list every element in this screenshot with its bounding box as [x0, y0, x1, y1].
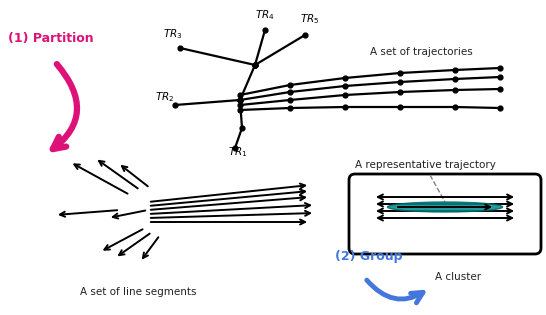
Point — [236, 97, 245, 102]
Text: A set of line segments: A set of line segments — [80, 287, 197, 297]
Point — [496, 74, 505, 79]
Point — [341, 93, 349, 98]
Point — [236, 97, 245, 102]
Point — [341, 76, 349, 81]
Text: A cluster: A cluster — [435, 272, 481, 282]
Point — [396, 89, 405, 94]
Point — [286, 83, 294, 88]
Point — [286, 97, 294, 102]
Point — [286, 106, 294, 111]
FancyArrowPatch shape — [367, 280, 423, 303]
Point — [450, 105, 459, 110]
Point — [450, 77, 459, 82]
Point — [301, 32, 310, 37]
Point — [496, 87, 505, 92]
Point — [236, 97, 245, 102]
Text: $TR_2$: $TR_2$ — [155, 90, 174, 104]
Text: $TR_4$: $TR_4$ — [255, 8, 275, 22]
Text: A set of trajectories: A set of trajectories — [370, 47, 473, 57]
Point — [286, 89, 294, 94]
Point — [236, 97, 245, 102]
Point — [238, 125, 246, 130]
Text: $TR_1$: $TR_1$ — [228, 145, 247, 159]
Point — [341, 83, 349, 89]
Point — [496, 66, 505, 71]
Text: (2) Group: (2) Group — [335, 250, 402, 263]
Point — [236, 107, 245, 112]
Point — [396, 79, 405, 84]
Point — [260, 27, 269, 32]
Text: $TR_5$: $TR_5$ — [300, 12, 319, 26]
Text: A representative trajectory: A representative trajectory — [355, 160, 496, 170]
Point — [176, 45, 185, 50]
Point — [230, 146, 239, 151]
Text: $TR_3$: $TR_3$ — [163, 27, 182, 41]
FancyArrowPatch shape — [53, 64, 77, 149]
Point — [251, 62, 259, 67]
Point — [251, 62, 259, 67]
Ellipse shape — [388, 202, 502, 212]
Text: (1) Partition: (1) Partition — [8, 32, 93, 45]
Point — [341, 105, 349, 110]
Point — [236, 102, 245, 107]
Point — [396, 71, 405, 76]
Point — [171, 102, 180, 107]
Point — [251, 62, 259, 67]
Point — [236, 93, 245, 98]
Point — [450, 67, 459, 72]
Point — [496, 106, 505, 111]
Point — [450, 88, 459, 93]
FancyBboxPatch shape — [349, 174, 541, 254]
Point — [251, 62, 259, 67]
Point — [396, 105, 405, 110]
